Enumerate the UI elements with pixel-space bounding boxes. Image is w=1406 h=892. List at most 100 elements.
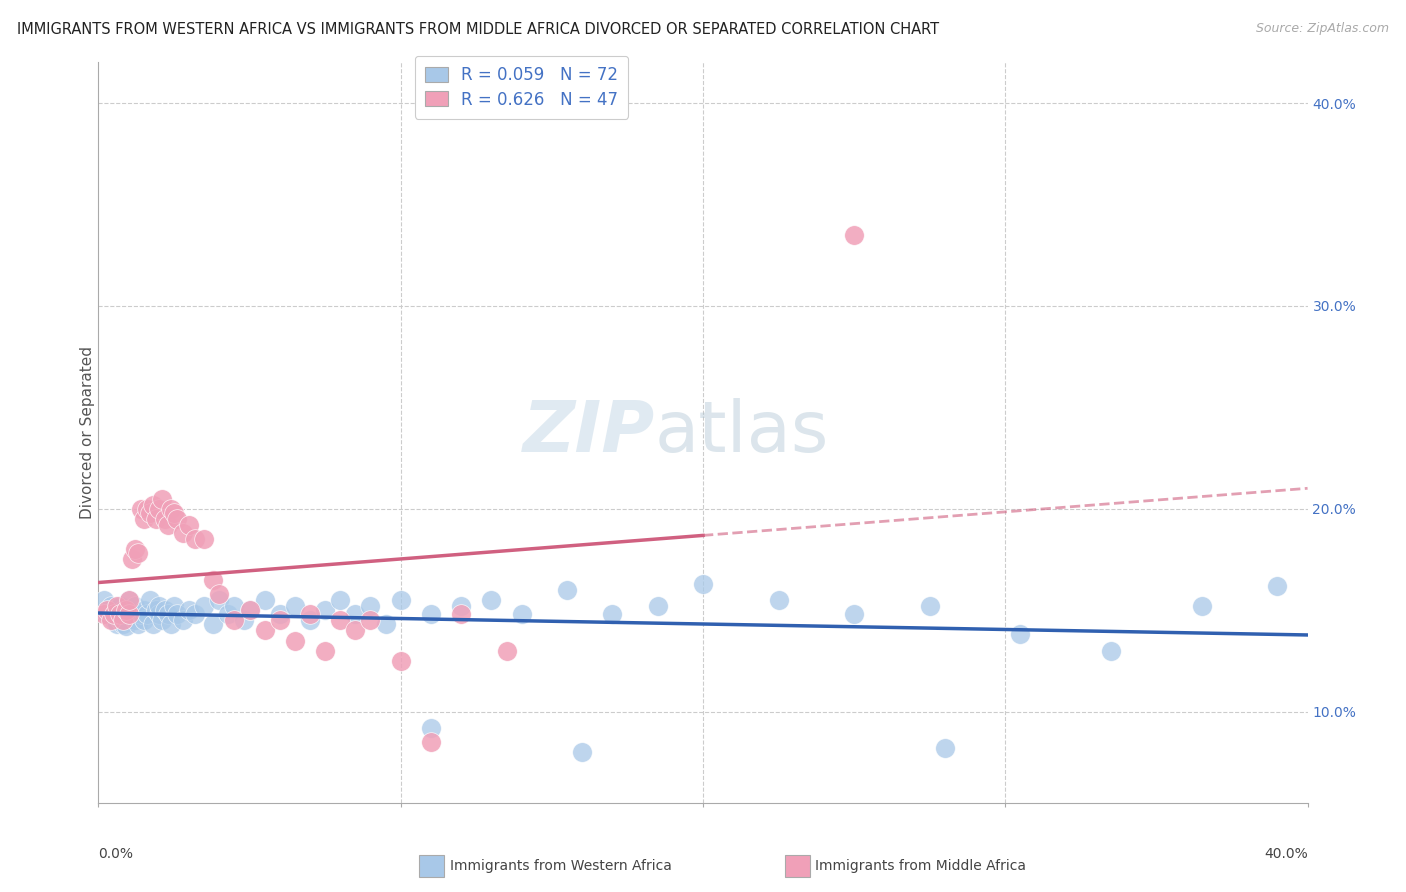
Text: Immigrants from Western Africa: Immigrants from Western Africa (450, 859, 672, 873)
Point (202, 573, 225, 587)
Point (163, 599, 186, 613)
Point (1191, 599, 1213, 613)
Point (160, 617, 183, 632)
Text: 0.0%: 0.0% (98, 847, 134, 861)
Point (103, 613, 125, 627)
Point (768, 593, 790, 607)
Text: IMMIGRANTS FROM WESTERN AFRICA VS IMMIGRANTS FROM MIDDLE AFRICA DIVORCED OR SEPA: IMMIGRANTS FROM WESTERN AFRICA VS IMMIGR… (17, 22, 939, 37)
Point (314, 643, 336, 657)
Point (129, 501, 152, 516)
Point (602, 607, 624, 622)
Point (105, 617, 128, 632)
Point (160, 501, 183, 516)
Point (269, 613, 291, 627)
Text: 40.0%: 40.0% (1264, 847, 1308, 861)
Text: Immigrants from Middle Africa: Immigrants from Middle Africa (815, 859, 1026, 873)
Point (114, 619, 136, 633)
Point (239, 603, 262, 617)
Legend: R = 0.059   N = 72, R = 0.626   N = 47: R = 0.059 N = 72, R = 0.626 N = 47 (415, 56, 628, 119)
Point (93, 593, 115, 607)
Point (108, 607, 131, 622)
Point (132, 512, 155, 526)
Point (96, 603, 118, 617)
Point (118, 593, 141, 607)
Point (100, 599, 122, 613)
Point (1099, 643, 1122, 657)
Point (135, 607, 157, 622)
Point (329, 593, 352, 607)
Point (224, 599, 246, 613)
Point (193, 532, 215, 546)
Point (299, 607, 322, 622)
Point (96, 607, 118, 622)
Point (118, 593, 141, 607)
Point (224, 613, 246, 627)
Point (150, 491, 173, 506)
Point (450, 607, 472, 622)
Point (179, 603, 201, 617)
Point (844, 607, 866, 622)
Point (156, 517, 179, 532)
Text: Source: ZipAtlas.com: Source: ZipAtlas.com (1256, 22, 1389, 36)
Point (142, 617, 165, 632)
Point (208, 593, 231, 607)
Point (374, 617, 396, 632)
Point (692, 576, 714, 591)
Point (184, 532, 207, 546)
Point (934, 741, 956, 756)
Point (93, 607, 115, 622)
Y-axis label: Divorced or Separated: Divorced or Separated (80, 346, 94, 519)
Point (121, 552, 143, 566)
Point (510, 607, 533, 622)
Point (202, 617, 225, 632)
Point (481, 593, 503, 607)
Point (208, 587, 231, 601)
Point (918, 599, 941, 613)
Point (166, 512, 188, 526)
Point (1267, 579, 1289, 593)
Point (232, 613, 254, 627)
Point (148, 501, 170, 516)
Point (118, 603, 141, 617)
Point (360, 599, 382, 613)
Point (156, 607, 179, 622)
Point (284, 633, 307, 648)
Point (1010, 627, 1032, 641)
Point (571, 745, 593, 759)
Point (184, 607, 207, 622)
Point (127, 546, 149, 560)
Point (172, 526, 194, 541)
Text: ZIP: ZIP (523, 398, 655, 467)
Point (127, 617, 149, 632)
Point (111, 613, 134, 627)
Point (253, 624, 276, 638)
Point (100, 613, 122, 627)
Point (166, 607, 188, 622)
Point (450, 599, 472, 613)
Point (105, 607, 128, 622)
Point (150, 613, 173, 627)
Point (344, 607, 367, 622)
Point (153, 603, 176, 617)
Point (284, 599, 307, 613)
Point (105, 599, 128, 613)
Point (253, 593, 276, 607)
Point (145, 603, 167, 617)
Point (121, 607, 143, 622)
Point (111, 617, 134, 632)
Point (118, 607, 141, 622)
Point (299, 613, 322, 627)
Point (269, 607, 291, 622)
Point (153, 512, 176, 526)
Point (124, 542, 146, 557)
Point (132, 603, 155, 617)
Point (148, 599, 170, 613)
Text: atlas: atlas (655, 398, 830, 467)
Point (495, 643, 517, 657)
Point (172, 613, 194, 627)
Point (647, 599, 669, 613)
Point (135, 501, 157, 516)
Point (193, 599, 215, 613)
Point (163, 506, 186, 520)
Point (179, 517, 201, 532)
